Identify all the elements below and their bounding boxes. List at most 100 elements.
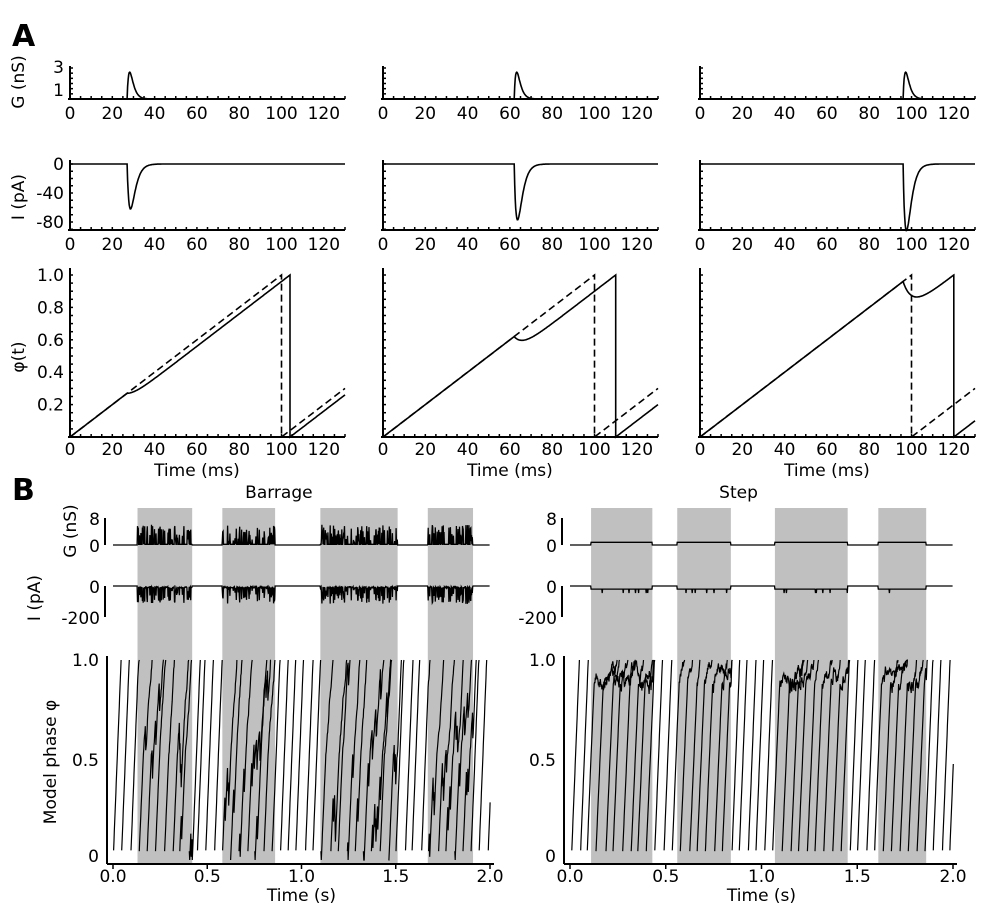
- phase-trace: [404, 659, 414, 851]
- x-tick-label: 80: [858, 235, 880, 255]
- phase-trace: [280, 659, 289, 851]
- unperturbed-phase-trace: [699, 273, 976, 439]
- x-tick-label: 60: [816, 440, 838, 460]
- x-tick-label: 40: [457, 104, 479, 124]
- y-tick-label: 1.0: [72, 651, 99, 671]
- x-tick-label: 0: [695, 104, 706, 124]
- perturbed-phase-trace: [699, 273, 976, 439]
- input-window-shade: [137, 508, 193, 864]
- phase-trace: [445, 659, 464, 852]
- phase-trace: [832, 659, 850, 852]
- x-tick-label: 20: [101, 440, 123, 460]
- subplot-title: Barrage: [245, 483, 312, 503]
- x-tick-label: 20: [101, 104, 123, 124]
- x-tick-label: 0: [378, 440, 389, 460]
- current-trace: [570, 585, 953, 594]
- phase-trace: [605, 659, 636, 852]
- x-tick-label: 40: [144, 235, 166, 255]
- phase-trace: [247, 659, 272, 852]
- y-tick-label: 0.5: [529, 751, 556, 771]
- y-axis-label-g: G (nS): [61, 504, 81, 557]
- x-tick-label: 1.5: [382, 867, 409, 887]
- panel-a-column-1: 0 20 40 60 80 100 120 0 20 40 60 80 100 120 0 20 40 60 80 1…: [9, 55, 346, 481]
- phase-trace: [411, 659, 421, 851]
- phase-trace: [580, 659, 589, 851]
- x-tick-label: 0.5: [194, 867, 221, 887]
- x-tick-label: 80: [858, 440, 880, 460]
- phase-trace: [612, 659, 629, 852]
- x-tick-label: 120: [621, 235, 653, 255]
- x-tick-label: 120: [621, 104, 653, 124]
- phase-trace: [113, 659, 122, 851]
- y-tick-label: 0: [89, 537, 100, 557]
- current-trace: [383, 163, 658, 221]
- x-tick-label: 60: [499, 440, 521, 460]
- y-tick-label: 1: [53, 81, 64, 101]
- y-axis-label-phase: φ(t): [9, 341, 29, 372]
- phase-trace: [470, 659, 480, 852]
- y-tick-label: 8: [89, 510, 100, 530]
- subplot-title: Step: [719, 483, 758, 503]
- phase-trace: [663, 659, 673, 851]
- x-tick-label: 100: [265, 235, 297, 255]
- phase-trace: [428, 659, 445, 857]
- conductance-trace: [70, 71, 345, 100]
- x-tick-label: 100: [895, 440, 927, 460]
- phase-trace: [230, 659, 243, 861]
- phase-trace: [949, 763, 954, 851]
- phase-trace: [645, 659, 656, 852]
- phase-trace: [790, 659, 804, 852]
- phase-trace: [849, 659, 859, 851]
- conductance-trace: [700, 71, 975, 100]
- phase-trace: [154, 659, 167, 852]
- conductance-trace: [113, 524, 490, 546]
- x-tick-label: 40: [144, 104, 166, 124]
- x-tick-label: 0: [695, 235, 706, 255]
- phase-trace: [595, 659, 618, 852]
- x-axis-label: Time (ms): [466, 461, 553, 481]
- x-axis-label: Time (ms): [153, 461, 240, 481]
- phase-trace: [196, 659, 206, 851]
- phase-trace: [714, 659, 728, 852]
- phase-trace: [295, 659, 305, 851]
- x-tick-label: 20: [731, 104, 753, 124]
- x-tick-label: 60: [499, 235, 521, 255]
- phase-trace: [654, 659, 664, 851]
- y-tick-label: 0: [545, 847, 556, 867]
- phase-trace: [263, 659, 276, 852]
- phase-trace: [622, 659, 655, 852]
- y-axis-label-g: G (nS): [9, 55, 29, 108]
- x-tick-label: 0: [65, 440, 76, 460]
- x-tick-label: 40: [144, 440, 166, 460]
- phase-trace: [916, 659, 929, 852]
- y-tick-label: 0.2: [37, 396, 64, 416]
- phase-trace: [172, 659, 190, 852]
- x-tick-label: 2.0: [939, 867, 966, 887]
- y-tick-label: 0.4: [37, 363, 64, 383]
- y-axis-label-i: I (pA): [25, 575, 45, 621]
- x-tick-label: 0: [378, 235, 389, 255]
- x-tick-label: 120: [308, 235, 340, 255]
- phase-trace: [755, 659, 765, 851]
- phase-trace: [188, 659, 201, 861]
- x-tick-label: 60: [186, 104, 208, 124]
- x-tick-label: 60: [186, 440, 208, 460]
- x-tick-label: 100: [895, 104, 927, 124]
- x-tick-label: 100: [578, 104, 610, 124]
- phase-trace: [312, 659, 322, 851]
- x-tick-label: 80: [541, 440, 563, 460]
- phase-trace: [857, 659, 866, 851]
- y-tick-label: 0.5: [72, 751, 99, 771]
- phase-trace: [164, 659, 175, 852]
- panel-a-column-3: 0 20 40 60 80 100 120 0 20 40 60 80 100 120 0 20 40 60 80 1…: [695, 66, 976, 481]
- phase-trace: [462, 659, 477, 852]
- x-tick-label: 60: [816, 235, 838, 255]
- x-tick-label: 100: [578, 440, 610, 460]
- y-tick-label: 3: [53, 58, 64, 78]
- current-trace: [113, 584, 490, 606]
- x-tick-label: 80: [541, 104, 563, 124]
- phase-trace: [395, 659, 405, 852]
- panel-b: Barrage 8 0 0 -200 G (nS) I (pA) Model phase φ 1…: [25, 483, 967, 904]
